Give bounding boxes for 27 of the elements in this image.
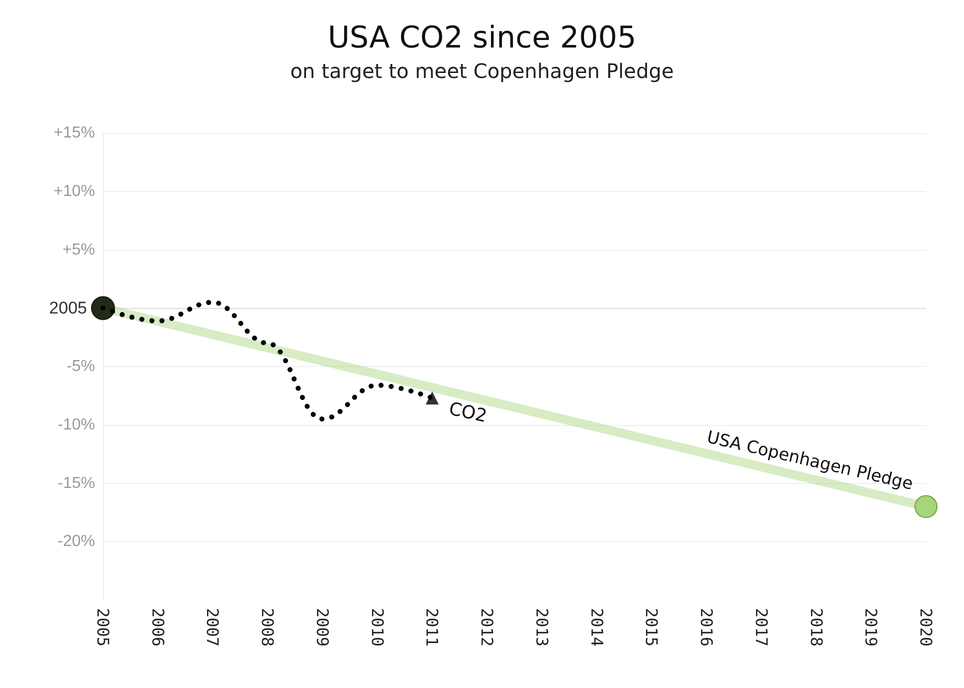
x-tick-label: 2017 [752,608,771,647]
x-tick-label: 2018 [806,608,826,647]
x-tick-label: 2005 [94,608,112,647]
y-tick-label: -10% [58,416,95,434]
x-tick-label: 2007 [203,608,222,647]
y-tick-label: -15% [58,474,95,492]
y-tick-label: -20% [58,533,95,550]
x-tick-label: 2019 [862,608,881,647]
x-tick-label: 2008 [258,608,278,647]
y-tick-label: +10% [54,182,95,200]
x-tick-label: 2013 [532,608,552,647]
x-tick-label: 2016 [697,608,716,647]
x-tick-label: 2015 [642,608,662,647]
chart-subtitle: on target to meet Copenhagen Pledge [290,59,674,83]
y-tick-label: +15% [54,124,95,142]
x-tick-label: 2010 [368,608,387,647]
x-tick-label: 2006 [148,608,168,647]
annotation: 2005 [49,298,87,318]
text: CO2 [447,398,489,427]
y-tick-label: +5% [62,241,95,258]
x-tick-label: 2014 [587,608,606,647]
x-tick-label: 2012 [478,608,497,647]
y-tick-label: -5% [66,358,95,375]
chart-title: USA CO2 since 2005 [328,20,636,56]
x-tick-label: 2020 [916,608,936,647]
x-tick-label: 2009 [312,608,332,647]
x-tick-label: 2011 [422,608,442,647]
